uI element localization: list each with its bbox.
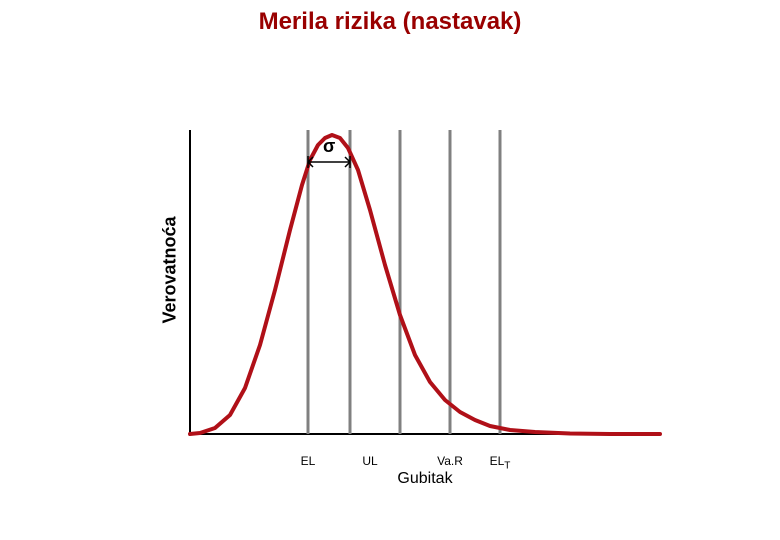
slide-title: Merila rizika (nastavak) xyxy=(0,8,780,36)
xtick-label: Va.R xyxy=(430,454,470,468)
chart-area xyxy=(190,130,660,440)
y-axis-label: Verovatnoća xyxy=(160,216,181,323)
xtick-label: ELT xyxy=(480,454,520,471)
xtick-label: UL xyxy=(350,454,390,468)
sigma-label: σ xyxy=(323,136,335,157)
xtick-label: EL xyxy=(288,454,328,468)
x-axis-label: Gubitak xyxy=(190,470,660,488)
